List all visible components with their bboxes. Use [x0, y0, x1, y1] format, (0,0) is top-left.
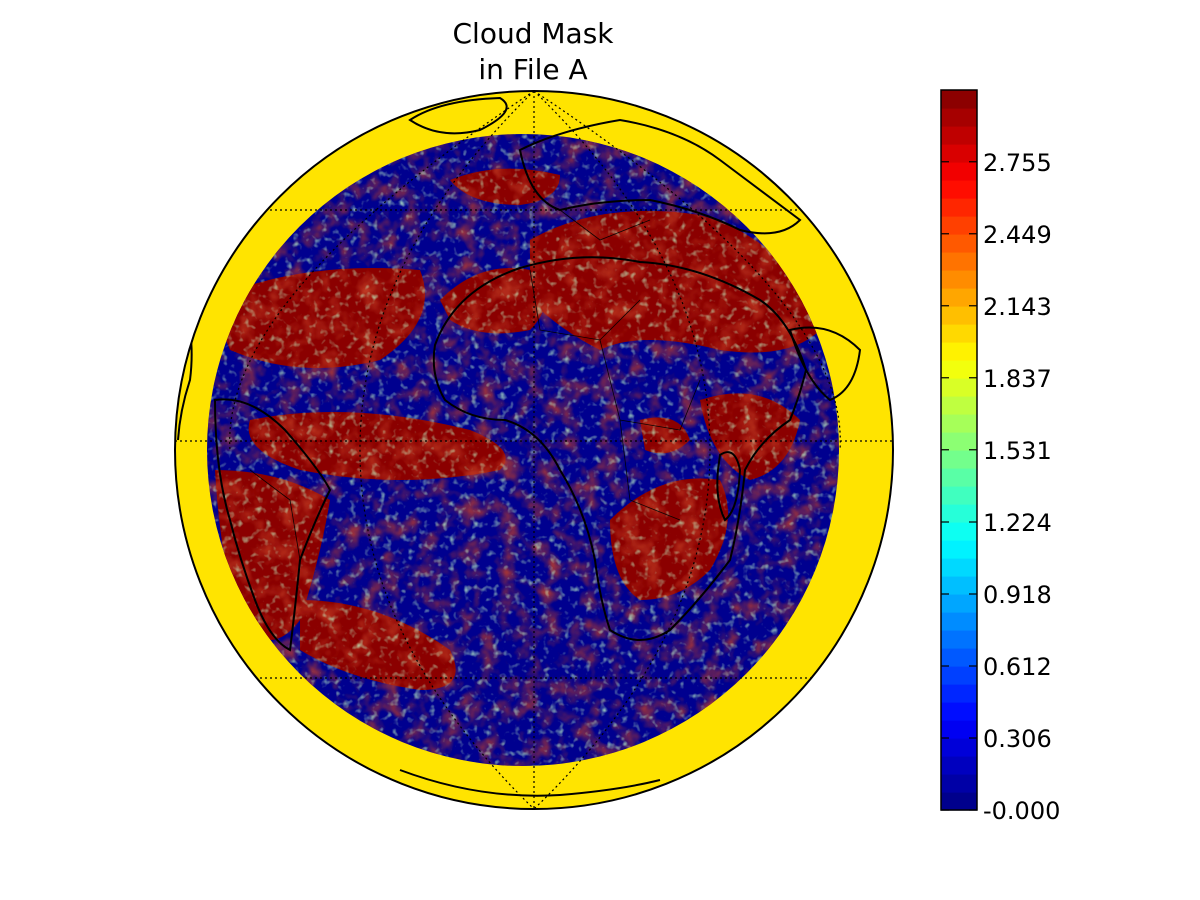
colorbar-band	[941, 144, 977, 163]
cloud-mask-disk	[207, 134, 839, 766]
colorbar-tick-label: 0.306	[983, 725, 1052, 753]
colorbar-band	[941, 666, 977, 685]
colorbar-band	[941, 630, 977, 649]
colorbar-band	[941, 432, 977, 451]
colorbar-tick-label: 2.449	[983, 221, 1052, 249]
colorbar-band	[941, 360, 977, 379]
colorbar-band	[941, 594, 977, 613]
colorbar-band	[941, 126, 977, 145]
colorbar-band	[941, 756, 977, 775]
colorbar-band	[941, 270, 977, 289]
globe-map	[174, 90, 894, 810]
colorbar-band	[941, 378, 977, 397]
colorbar-tick-label: 1.837	[983, 365, 1052, 393]
colorbar-tick-label: 1.224	[983, 509, 1052, 537]
colorbar-ticks: -0.000 0.306 0.612 0.918 1.224 1.531 1.837 2.14…	[941, 149, 1060, 825]
colorbar-band	[941, 108, 977, 127]
colorbar-band	[941, 198, 977, 217]
graticule	[175, 91, 893, 809]
colorbar-band	[941, 612, 977, 631]
colorbar-band	[941, 576, 977, 595]
globe-outline	[174, 90, 894, 810]
colorbar-band	[941, 306, 977, 325]
colorbar-tick-label: -0.000	[983, 797, 1060, 825]
title-line-1: Cloud Mask	[453, 17, 615, 50]
colorbar-band	[941, 288, 977, 307]
colorbar-tick-label: 2.755	[983, 149, 1052, 177]
colorbar-tick-label: 0.918	[983, 581, 1052, 609]
colorbar-band	[941, 774, 977, 793]
colorbar-band	[941, 324, 977, 343]
colorbar-tick-label: 1.531	[983, 437, 1052, 465]
colorbar-band	[941, 90, 977, 109]
colorbar-band	[941, 342, 977, 361]
colorbar-tick-label: 0.612	[983, 653, 1052, 681]
colorbar-band	[941, 720, 977, 739]
colorbar-band	[941, 702, 977, 721]
colorbar-band	[941, 792, 977, 811]
colorbar-band	[941, 162, 977, 181]
colorbar-bands	[941, 90, 977, 811]
colorbar-band	[941, 540, 977, 559]
title-line-2: in File A	[478, 53, 587, 86]
colorbar-band	[941, 522, 977, 541]
coastlines	[177, 96, 862, 797]
country-borders	[249, 209, 701, 561]
colorbar-band	[941, 738, 977, 757]
colorbar-band	[941, 180, 977, 199]
colorbar-band	[941, 396, 977, 415]
colorbar-band	[941, 468, 977, 487]
colorbar-band	[941, 414, 977, 433]
colorbar-band	[941, 648, 977, 667]
colorbar: -0.000 0.306 0.612 0.918 1.224 1.531 1.837 2.14…	[940, 89, 1060, 825]
colorbar-band	[941, 450, 977, 469]
colorbar-band	[941, 252, 977, 271]
colorbar-band	[941, 558, 977, 577]
colorbar-band	[941, 216, 977, 235]
colorbar-tick-label: 2.143	[983, 293, 1052, 321]
colorbar-band	[941, 234, 977, 253]
colorbar-band	[941, 486, 977, 505]
colorbar-band	[941, 684, 977, 703]
colorbar-band	[941, 504, 977, 523]
